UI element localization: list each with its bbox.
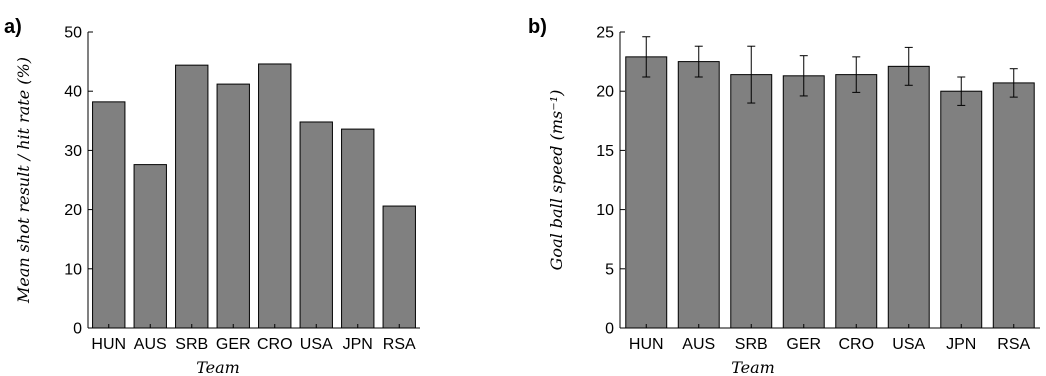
- panel-a-bar-jpn: [341, 128, 375, 329]
- panel-b-y-axis-label: Goal ball speed (ms⁻¹): [547, 90, 566, 271]
- panel-b-x-tick-label: RSA: [997, 336, 1030, 353]
- panel-b-x-tick-label: AUS: [682, 336, 715, 353]
- panel-a-y-tick-label: 0: [73, 321, 82, 338]
- panel-b-error-bar-usa: [904, 46, 913, 86]
- panel-a-x-tick-label: USA: [300, 336, 333, 353]
- panel-b-error-bar-rsa: [1009, 68, 1018, 98]
- panel-b: b) Goal ball speed (ms⁻¹) Team HUN AUS SRB…: [528, 16, 1040, 376]
- panel-a-x-tick-label: RSA: [383, 336, 416, 353]
- panel-a: a) Mean shot result / hit rate (%) Team …: [4, 16, 420, 376]
- panel-b-bar-hun: [625, 56, 668, 329]
- panel-b-x-tick-label: GER: [786, 336, 821, 353]
- panel-a-x-axis-label: Team: [196, 358, 240, 376]
- panel-a-y-tick-label: 10: [64, 261, 82, 278]
- panel-b-y-tick-label: 20: [596, 84, 614, 101]
- panel-b-error-bar-aus: [694, 45, 703, 78]
- panel-b-x-tick-label: JPN: [946, 336, 976, 353]
- panel-b-y-tick-label: 0: [605, 321, 614, 338]
- panel-b-y-tick-label: 25: [596, 25, 614, 42]
- panel-a-x-tick-label: HUN: [91, 336, 126, 353]
- panel-a-x-tick-label: AUS: [134, 336, 167, 353]
- panel-b-x-tick-label: HUN: [629, 336, 664, 353]
- panel-a-y-tick-label: 50: [64, 25, 82, 42]
- panel-b-y-tick-label: 15: [596, 143, 614, 160]
- panel-b-error-bar-ger: [799, 55, 808, 97]
- panel-b-bar-cro: [835, 74, 878, 329]
- panel-b-x-tick-label: SRB: [735, 336, 768, 353]
- panel-a-x-tick-label: GER: [216, 336, 251, 353]
- panel-a-bar-hun: [92, 101, 126, 329]
- panel-a-bar-usa: [299, 121, 333, 329]
- panel-a-bar-ger: [216, 83, 250, 329]
- panel-b-bar-aus: [677, 61, 720, 329]
- panel-b-y-tick-label: 10: [596, 202, 614, 219]
- panel-a-y-tick-label: 30: [64, 143, 82, 160]
- panel-b-bar-ger: [782, 75, 825, 329]
- panel-a-bar-cro: [258, 63, 292, 329]
- panel-b-bar-srb: [730, 74, 773, 329]
- panel-a-bar-srb: [175, 64, 209, 329]
- panel-a-x-tick-label: CRO: [257, 336, 293, 353]
- panel-b-label: b): [528, 16, 547, 38]
- panel-b-error-bar-srb: [747, 45, 756, 104]
- panel-b-error-bar-cro: [852, 56, 861, 93]
- panel-b-bar-jpn: [940, 90, 983, 329]
- panel-a-label: a): [4, 16, 22, 38]
- panel-b-x-tick-label: USA: [892, 336, 925, 353]
- panel-b-x-axis-label: Team: [731, 358, 775, 376]
- panel-a-y-axis-label: Mean shot result / hit rate (%): [14, 57, 33, 304]
- panel-b-error-bar-hun: [642, 36, 651, 78]
- panel-a-x-tick-label: JPN: [343, 336, 373, 353]
- panel-b-x-tick-label: CRO: [838, 336, 874, 353]
- panel-a-bar-aus: [133, 164, 167, 329]
- panel-b-bar-rsa: [992, 82, 1035, 329]
- panel-b-error-bar-jpn: [957, 76, 966, 106]
- panel-b-y-tick-label: 5: [605, 261, 614, 278]
- panel-a-x-tick-label: SRB: [175, 336, 208, 353]
- panel-a-bar-rsa: [382, 205, 416, 329]
- panel-b-bar-usa: [887, 65, 930, 329]
- panel-a-y-tick-label: 40: [64, 84, 82, 101]
- panel-a-y-tick-label: 20: [64, 202, 82, 219]
